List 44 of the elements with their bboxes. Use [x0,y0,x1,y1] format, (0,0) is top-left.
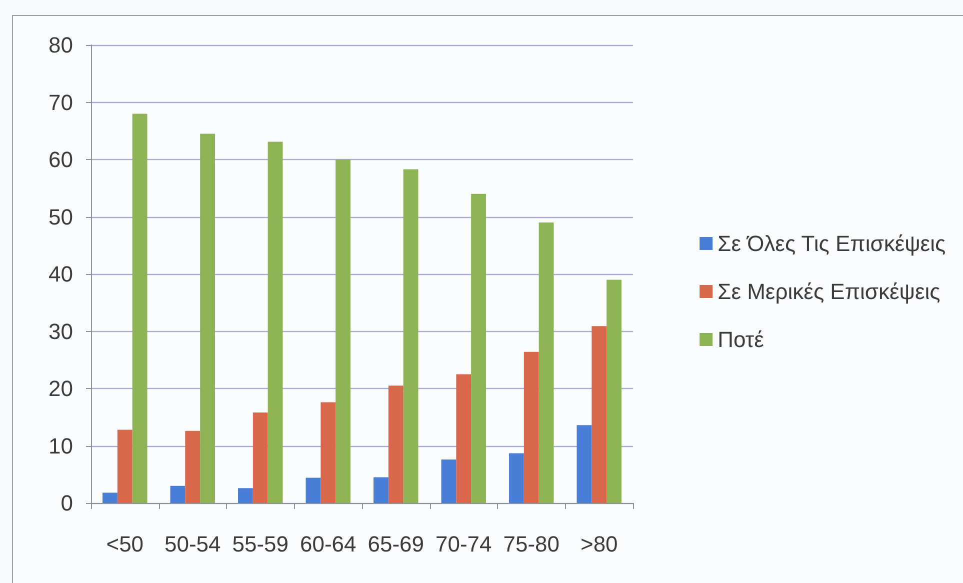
x-tick-label: 55-59 [232,532,289,556]
y-tick-label: 80 [48,32,73,58]
bar [102,492,118,503]
y-tick-label: 70 [48,90,73,115]
x-tick-label: >80 [580,532,618,556]
bar [320,402,336,503]
x-tick-label: 70-74 [435,532,492,556]
legend-label: Ποτέ [718,327,764,352]
x-tick-label: <50 [106,532,144,556]
bar [592,326,607,503]
bar [336,160,350,503]
bar [374,477,388,503]
x-tick-label: 60-64 [300,532,356,556]
bar [388,386,404,503]
bar [200,134,215,503]
bar [170,486,186,503]
y-tick-label: 60 [48,147,73,172]
legend-label: Σε Όλες Τις Επισκέψεις [718,231,946,256]
bar [538,222,554,503]
x-tick-label: 50-54 [164,532,221,556]
y-tick-label: 40 [48,262,73,286]
y-tick-label: 0 [60,490,73,516]
bar [268,142,283,503]
bar [132,114,148,503]
bar [403,169,418,503]
bar [306,478,321,503]
bar [441,459,456,503]
bar [509,453,524,503]
y-tick-label: 30 [48,318,73,344]
y-tick-label: 50 [48,204,73,230]
y-tick-label: 20 [48,376,73,401]
bar [606,280,622,503]
y-tick-label: 10 [48,433,73,458]
bar [238,488,253,503]
x-tick-label: 65-69 [368,532,424,556]
bar [471,194,486,503]
legend-label: Σε Μερικές Επισκέψεις [718,279,940,304]
bar [576,425,592,503]
bar [456,374,472,503]
bar [252,412,268,503]
bar [524,352,539,503]
x-tick-label: 75-80 [503,532,560,556]
bar [117,430,132,503]
bar [185,430,200,503]
